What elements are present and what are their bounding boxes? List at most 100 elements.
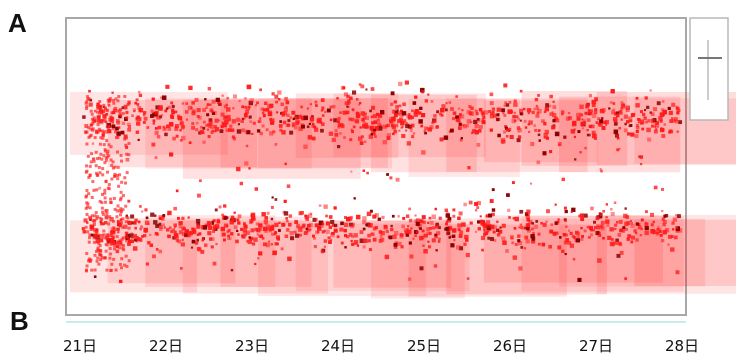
data-point	[384, 254, 390, 260]
data-point	[225, 128, 229, 132]
data-point	[559, 236, 562, 239]
data-point	[564, 233, 568, 237]
data-point	[126, 122, 131, 127]
data-point	[496, 107, 501, 112]
data-point	[466, 277, 470, 280]
data-point	[596, 226, 601, 230]
data-point	[491, 208, 496, 212]
data-point	[340, 241, 344, 245]
data-point	[99, 222, 103, 226]
data-point	[557, 218, 560, 221]
data-point	[95, 240, 99, 244]
data-point	[385, 229, 389, 234]
data-point	[398, 104, 402, 108]
data-point	[156, 135, 161, 139]
data-point	[659, 230, 662, 233]
data-point	[274, 143, 278, 146]
data-point	[111, 160, 115, 164]
data-point	[534, 128, 538, 132]
data-point	[452, 117, 455, 121]
data-point	[626, 221, 631, 226]
data-point	[376, 112, 380, 116]
data-point	[663, 123, 666, 126]
data-point	[608, 107, 611, 110]
data-point	[137, 138, 140, 141]
data-point	[395, 177, 400, 182]
data-point	[306, 125, 310, 129]
data-point	[591, 99, 596, 105]
data-point	[600, 117, 604, 120]
data-point	[259, 228, 263, 231]
data-point	[190, 246, 194, 249]
data-point	[365, 125, 370, 129]
data-point	[639, 119, 645, 124]
data-point	[281, 130, 286, 135]
data-point	[433, 114, 437, 118]
data-point	[635, 129, 639, 133]
data-point	[229, 124, 233, 128]
data-point	[260, 107, 264, 111]
data-point	[364, 122, 369, 127]
data-point	[561, 249, 565, 253]
data-point	[429, 125, 434, 130]
data-point	[358, 83, 362, 86]
data-point	[423, 130, 426, 133]
data-point	[196, 107, 201, 113]
data-point	[406, 141, 412, 146]
data-point	[396, 109, 399, 112]
data-point	[89, 109, 93, 113]
data-point	[328, 131, 334, 136]
data-point	[598, 212, 603, 217]
data-point	[263, 115, 266, 118]
data-point	[206, 103, 210, 107]
data-point	[476, 206, 480, 210]
data-point	[549, 230, 553, 234]
data-point	[661, 108, 665, 112]
data-point	[134, 226, 137, 230]
data-point	[377, 217, 381, 221]
data-point	[536, 111, 540, 115]
data-point	[405, 123, 410, 129]
data-point	[242, 230, 247, 235]
data-point	[371, 232, 375, 237]
density-patch	[333, 219, 452, 288]
data-point	[285, 124, 288, 127]
data-point	[109, 158, 113, 162]
data-point	[127, 259, 131, 263]
data-point	[174, 126, 179, 131]
data-point	[198, 232, 202, 236]
data-point	[611, 110, 616, 115]
data-point	[495, 228, 500, 232]
data-point	[137, 117, 142, 122]
data-point	[150, 114, 154, 118]
data-point	[109, 230, 113, 234]
data-point	[371, 121, 375, 125]
data-point	[89, 123, 93, 127]
data-point	[388, 116, 392, 120]
data-point	[84, 124, 89, 129]
data-point	[389, 176, 393, 180]
data-point	[115, 249, 120, 254]
data-point	[475, 112, 479, 116]
data-point	[285, 100, 290, 105]
data-point	[563, 135, 567, 139]
data-point	[104, 243, 108, 247]
data-point	[220, 226, 225, 232]
data-point	[569, 231, 573, 235]
data-point	[403, 228, 408, 232]
data-point	[609, 101, 613, 104]
data-point	[99, 233, 104, 238]
data-point	[670, 247, 675, 252]
data-point	[96, 119, 100, 123]
data-point	[162, 223, 165, 227]
data-point	[264, 101, 268, 105]
data-point	[435, 224, 440, 229]
data-point	[650, 212, 655, 217]
data-point	[95, 171, 99, 175]
data-point	[667, 243, 670, 246]
data-point	[459, 114, 465, 119]
data-point	[112, 241, 116, 245]
data-point	[663, 223, 667, 227]
data-point	[582, 121, 586, 124]
data-point	[116, 220, 120, 224]
